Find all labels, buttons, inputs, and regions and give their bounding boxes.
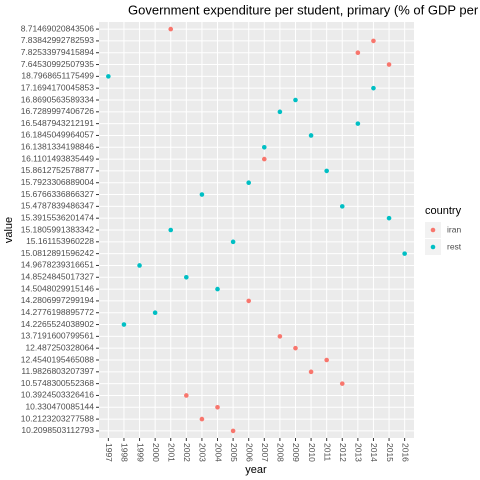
y-tick-label: 8.71469020843506 <box>21 23 95 33</box>
y-tick-label: 18.7968651175499 <box>21 71 94 81</box>
x-tick-label: 2000 <box>151 443 161 462</box>
x-tick-label: 2016 <box>400 443 410 462</box>
point <box>293 97 298 103</box>
y-tick-label: 14.2806997299194 <box>21 295 95 305</box>
x-tick-label: 2003 <box>198 443 208 462</box>
point <box>355 121 361 126</box>
point <box>308 369 314 375</box>
y-tick-label: 10.2098503112793 <box>21 425 94 435</box>
x-tick-label: 1999 <box>135 443 145 462</box>
point <box>168 26 174 32</box>
point <box>184 274 189 280</box>
x-tick-label: 2010 <box>307 443 317 462</box>
y-tick-label: 17.1694170045853 <box>21 82 95 92</box>
x-tick-label: 2002 <box>182 443 192 462</box>
point <box>215 286 220 292</box>
point <box>246 298 252 304</box>
x-tick-label: 2005 <box>229 443 239 462</box>
x-tick-label: 2001 <box>166 443 176 462</box>
y-tick-label: 10.5748300552368 <box>21 378 95 388</box>
point <box>137 263 142 268</box>
point <box>261 156 267 162</box>
y-tick-label: 16.1845049964057 <box>21 130 95 140</box>
y-tick-label: 14.2776198895772 <box>21 307 95 317</box>
point <box>106 74 111 79</box>
x-tick-label: 2015 <box>385 443 395 462</box>
y-tick-label: 14.9678239316651 <box>21 260 95 270</box>
x-tick-label: 2009 <box>291 443 301 462</box>
point <box>339 204 345 209</box>
y-tick-label: 7.82533979415894 <box>21 47 95 57</box>
y-tick-label: 14.2265524038902 <box>21 319 95 329</box>
point <box>402 251 407 256</box>
y-tick-label: 15.161153960228 <box>26 236 94 246</box>
point <box>199 192 205 197</box>
y-tick-label: 15.1805991383342 <box>21 224 95 234</box>
legend-title: country <box>425 205 462 217</box>
x-tick-label: 2006 <box>244 443 254 462</box>
point <box>121 322 127 327</box>
x-tick-label: 2012 <box>338 443 348 462</box>
y-axis-label: value <box>3 217 15 243</box>
point <box>184 393 189 398</box>
legend-marker <box>430 244 436 250</box>
y-tick-label: 15.0812891596242 <box>21 248 95 258</box>
y-tick-label: 16.8690563589334 <box>21 94 95 104</box>
point <box>355 50 361 56</box>
point <box>293 345 298 351</box>
y-tick-label: 16.1381334198846 <box>21 142 95 152</box>
point <box>371 38 376 44</box>
y-tick-label: 12.487250328064 <box>25 342 94 352</box>
y-tick-label: 10.330470085144 <box>25 402 94 412</box>
x-tick-label: 2008 <box>276 443 286 462</box>
point <box>168 227 174 233</box>
y-tick-label: 13.7191600799561 <box>21 331 95 341</box>
point <box>230 428 236 434</box>
y-tick-label: 10.2123203277588 <box>21 413 95 423</box>
point <box>152 310 158 316</box>
x-tick-label: 2007 <box>260 443 270 462</box>
point <box>386 215 392 221</box>
point <box>230 239 236 245</box>
x-tick-label: 2004 <box>213 443 223 462</box>
x-axis-label: year <box>245 464 267 476</box>
legend-label: iran <box>447 224 461 234</box>
point <box>261 144 267 150</box>
point <box>215 404 220 410</box>
x-tick-label: 1998 <box>120 443 130 462</box>
y-tick-label: 11.9826803207397 <box>21 366 94 376</box>
y-tick-label: 10.3924503326416 <box>21 390 95 400</box>
point <box>277 334 283 339</box>
y-tick-label: 15.7923306889004 <box>21 177 95 187</box>
point <box>246 180 252 186</box>
point <box>324 168 329 174</box>
point <box>386 62 392 67</box>
y-tick-label: 15.4787839486347 <box>21 201 95 211</box>
y-tick-label: 16.5487943212191 <box>21 118 95 128</box>
y-tick-label: 15.3915536201474 <box>21 212 95 222</box>
point <box>371 85 376 91</box>
y-tick-label: 12.4540195465088 <box>21 354 95 364</box>
y-tick-label: 15.8612752578877 <box>21 165 95 175</box>
point <box>199 416 205 422</box>
point <box>339 381 345 386</box>
y-tick-label: 7.64530992507935 <box>21 59 95 69</box>
y-tick-label: 16.1101493835449 <box>21 153 94 163</box>
point <box>308 133 314 138</box>
y-tick-label: 14.8524845017327 <box>21 272 95 282</box>
x-tick-label: 2011 <box>322 443 332 462</box>
y-tick-label: 15.6766336866327 <box>21 189 95 199</box>
point <box>277 109 283 115</box>
legend-marker <box>430 227 436 233</box>
x-tick-label: 2013 <box>354 443 364 462</box>
y-tick-label: 16.7289997406726 <box>21 106 95 116</box>
y-tick-label: 14.5048029915146 <box>21 283 95 293</box>
y-tick-label: 7.83842992782593 <box>21 35 95 45</box>
x-tick-label: 2014 <box>369 443 379 462</box>
legend-label: rest <box>447 241 462 251</box>
x-tick-label: 1997 <box>104 443 114 462</box>
point <box>324 357 329 363</box>
chart-title: Government expenditure per student, prim… <box>128 2 480 17</box>
